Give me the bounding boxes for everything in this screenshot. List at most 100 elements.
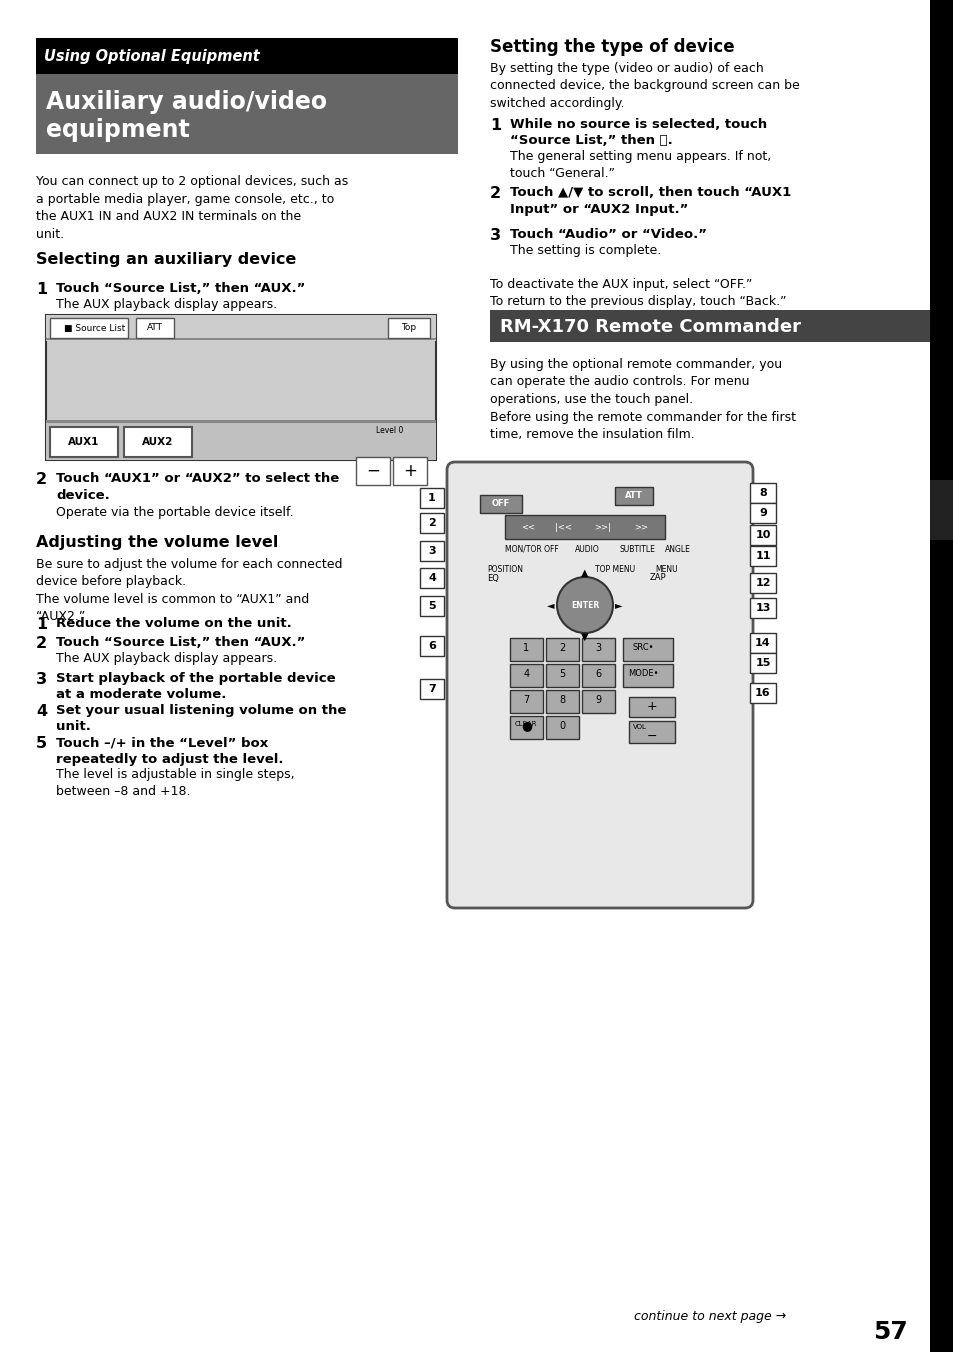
FancyBboxPatch shape [447, 462, 752, 909]
Text: 3: 3 [595, 644, 601, 653]
Text: 5: 5 [36, 735, 47, 750]
Text: By setting the type (video or audio) of each
connected device, the background sc: By setting the type (video or audio) of … [490, 62, 799, 110]
Bar [545, 717, 578, 740]
Text: ANGLE: ANGLE [664, 545, 690, 553]
Text: Selecting an auxiliary device: Selecting an auxiliary device [36, 251, 296, 266]
Text: AUDIO: AUDIO [575, 545, 599, 553]
Text: SUBTITLE: SUBTITLE [619, 545, 655, 553]
Bar [419, 568, 443, 588]
Bar [504, 515, 664, 539]
Text: 3: 3 [490, 228, 500, 243]
Bar [419, 679, 443, 699]
Text: 4: 4 [36, 704, 47, 719]
Text: 2: 2 [558, 644, 565, 653]
Text: >>|: >>| [594, 522, 611, 531]
Text: 57: 57 [872, 1320, 907, 1344]
Bar [545, 664, 578, 687]
Bar [50, 427, 118, 457]
Text: Using Optional Equipment: Using Optional Equipment [44, 50, 259, 65]
Bar [581, 638, 615, 661]
Text: ATT: ATT [147, 323, 163, 333]
Bar [581, 664, 615, 687]
Bar [393, 457, 427, 485]
Bar [749, 598, 775, 618]
Text: Touch “Audio” or “Video.”: Touch “Audio” or “Video.” [510, 228, 706, 241]
Text: 16: 16 [755, 688, 770, 698]
Bar [355, 457, 390, 485]
Text: |<<: |<< [554, 522, 571, 531]
Bar [46, 423, 436, 460]
Bar [419, 635, 443, 656]
Text: +: + [402, 462, 416, 480]
Text: Level 0: Level 0 [375, 426, 403, 435]
Text: 5: 5 [428, 602, 436, 611]
Text: 7: 7 [428, 684, 436, 694]
Bar [545, 690, 578, 713]
Text: RM-X170 Remote Commander: RM-X170 Remote Commander [499, 318, 801, 337]
Text: ◄: ◄ [547, 600, 554, 610]
Text: 1: 1 [36, 617, 47, 631]
Bar [628, 698, 675, 717]
Text: The general setting menu appears. If not,
touch “General.”: The general setting menu appears. If not… [510, 150, 770, 180]
Text: 2: 2 [36, 635, 47, 652]
Text: ►: ► [615, 600, 622, 610]
Bar [136, 318, 173, 338]
Text: AUX2: AUX2 [142, 437, 173, 448]
Bar [510, 664, 542, 687]
Text: MENU: MENU [655, 565, 677, 575]
Bar [749, 503, 775, 523]
Bar [929, 480, 953, 539]
Text: −: − [646, 730, 657, 742]
Bar [36, 74, 457, 154]
Text: While no source is selected, touch
“Source List,” then ⓘ.: While no source is selected, touch “Sour… [510, 118, 766, 147]
Text: 8: 8 [558, 695, 565, 704]
Bar [749, 483, 775, 503]
Text: 3: 3 [428, 546, 436, 556]
Text: ZAP: ZAP [649, 573, 666, 583]
Text: continue to next page →: continue to next page → [633, 1310, 785, 1324]
Text: ▼: ▼ [580, 631, 588, 642]
Text: +: + [646, 700, 657, 714]
Text: 11: 11 [755, 552, 770, 561]
Text: POSITION: POSITION [486, 565, 522, 575]
Text: ATT: ATT [624, 492, 642, 500]
Bar [622, 638, 672, 661]
Text: TOP MENU: TOP MENU [595, 565, 635, 575]
Text: 15: 15 [755, 658, 770, 668]
Bar [419, 512, 443, 533]
Bar [510, 690, 542, 713]
Text: <<: << [520, 522, 535, 531]
Text: 2: 2 [36, 472, 47, 487]
Text: 2: 2 [490, 187, 500, 201]
Bar [510, 717, 542, 740]
Bar [749, 683, 775, 703]
Bar [749, 525, 775, 545]
Text: 10: 10 [755, 530, 770, 539]
Bar [628, 721, 675, 744]
Text: ▲: ▲ [580, 568, 588, 579]
Text: Set your usual listening volume on the
unit.: Set your usual listening volume on the u… [56, 704, 346, 734]
Text: Be sure to adjust the volume for each connected
device before playback.
The volu: Be sure to adjust the volume for each co… [36, 558, 342, 623]
Text: −: − [366, 462, 379, 480]
Bar [749, 653, 775, 673]
Text: 1: 1 [523, 644, 529, 653]
Bar [581, 690, 615, 713]
Bar [46, 315, 436, 341]
Text: 4: 4 [428, 573, 436, 583]
Text: Auxiliary audio/video
equipment: Auxiliary audio/video equipment [46, 91, 327, 142]
Bar [510, 638, 542, 661]
Circle shape [557, 577, 613, 633]
Bar [46, 420, 436, 423]
Text: AUX1: AUX1 [69, 437, 99, 448]
Text: 4: 4 [523, 669, 529, 679]
Bar [479, 495, 521, 512]
Bar [419, 596, 443, 617]
Text: 5: 5 [558, 669, 565, 679]
Text: EQ: EQ [486, 573, 498, 583]
Text: 9: 9 [595, 695, 601, 704]
Text: VOL: VOL [633, 725, 646, 730]
Text: 7: 7 [523, 695, 529, 704]
Text: 6: 6 [428, 641, 436, 652]
Text: By using the optional remote commander, you
can operate the audio controls. For : By using the optional remote commander, … [490, 358, 795, 441]
Text: 3: 3 [36, 672, 47, 687]
